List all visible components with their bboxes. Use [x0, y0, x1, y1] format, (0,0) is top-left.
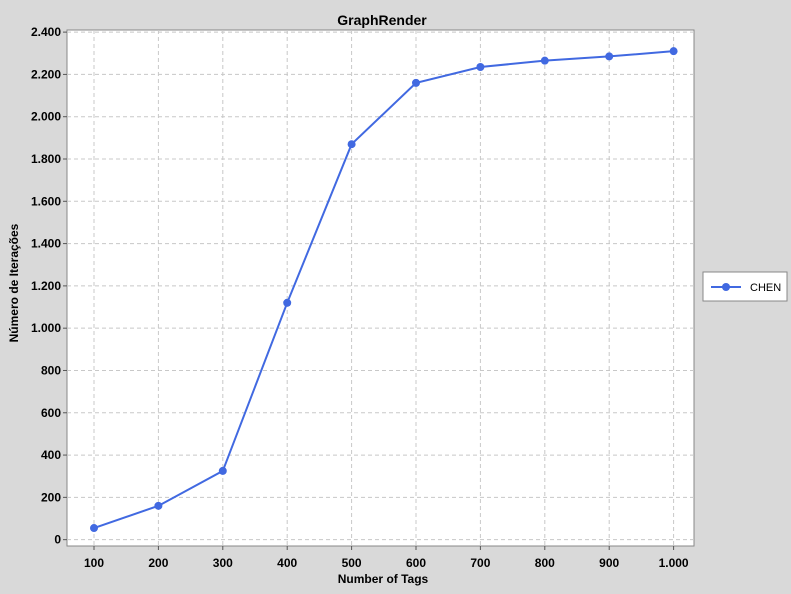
data-point: [540, 56, 549, 65]
x-tick-label: 700: [470, 556, 490, 570]
data-point: [412, 78, 420, 87]
data-point: [347, 140, 356, 149]
x-tick-label: 100: [84, 556, 104, 570]
y-tick-label: 2.000: [31, 110, 61, 124]
y-tick-label: 200: [41, 490, 61, 504]
legend-swatch-marker: [722, 283, 730, 291]
x-axis-label: Number of Tags: [338, 572, 429, 586]
y-tick-label: 400: [41, 448, 61, 462]
data-point: [90, 524, 98, 533]
y-tick-label: 1.600: [31, 194, 61, 208]
y-tick-label: 2.200: [31, 67, 61, 81]
x-tick-label: 500: [342, 556, 362, 570]
x-tick-label: 800: [535, 556, 555, 570]
plot-area: [66, 29, 695, 547]
y-tick-label: 800: [41, 363, 61, 377]
y-tick-label: 600: [41, 406, 61, 420]
x-tick-label: 600: [406, 556, 426, 570]
x-tick-label: 300: [213, 556, 233, 570]
data-point: [154, 501, 163, 510]
data-point: [669, 47, 678, 56]
x-tick-label: 900: [599, 556, 619, 570]
data-point: [283, 298, 292, 307]
series-line-chen: [93, 50, 674, 529]
y-axis-label: Número de Iterações: [7, 223, 21, 342]
data-point: [218, 466, 227, 475]
y-tick-label: 2.400: [31, 25, 61, 39]
y-tick-label: 0: [54, 533, 61, 547]
legend: CHEN: [702, 271, 788, 302]
y-tick-label: 1.400: [31, 237, 61, 251]
x-tick-label: 1.000: [659, 556, 689, 570]
y-tick-label: 1.000: [31, 321, 61, 335]
x-tick-label: 400: [277, 556, 297, 570]
grid: [67, 30, 694, 546]
data-point: [476, 63, 485, 72]
data-point: [605, 52, 614, 61]
legend-label-chen: CHEN: [750, 282, 781, 294]
y-tick-label: 1.800: [31, 152, 61, 166]
tick-labels: 100 200 300 400 500 600 700 800 900 1.000 0 200 400 6…: [31, 25, 689, 570]
chart-title: GraphRender: [337, 12, 427, 28]
series: [90, 47, 678, 533]
x-tick-label: 200: [148, 556, 168, 570]
axes: [63, 31, 675, 550]
y-tick-label: 1.200: [31, 279, 61, 293]
